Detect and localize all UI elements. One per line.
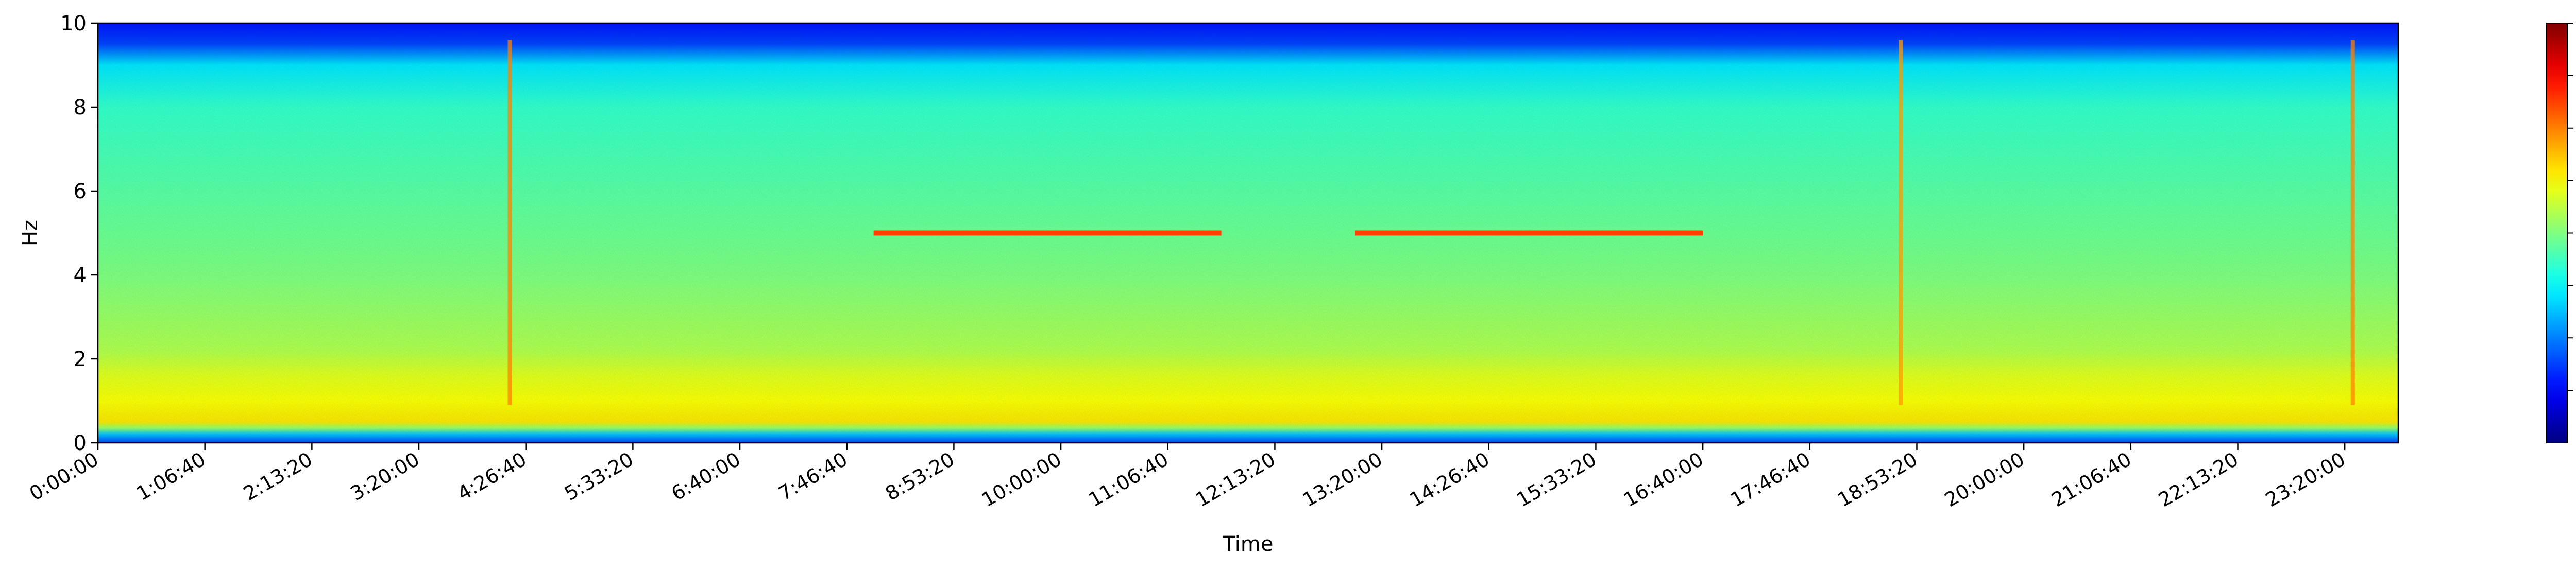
y-tick-label: 10: [60, 12, 87, 36]
colorbar-ticks: +0 dB-10 dB-20 dB-30 dB-40 dB-50 dB-60 d…: [2567, 23, 2573, 391]
colorbar: +0 dB-10 dB-20 dB-30 dB-40 dB-50 dB-60 d…: [2546, 23, 2573, 443]
x-tick-label: 8:53:20: [882, 448, 958, 505]
y-tick-label: 4: [74, 264, 87, 287]
spectrogram-plot: [98, 23, 2398, 443]
y-tick-label: 2: [74, 348, 87, 371]
x-tick-label: 16:40:00: [1620, 448, 1707, 511]
plot-frame: [97, 22, 2399, 444]
x-tick-label: 18:53:20: [1834, 448, 1921, 511]
x-tick-label: 11:06:40: [1084, 448, 1172, 511]
x-tick-label: 20:00:00: [1941, 448, 2028, 511]
spectrogram-features: [507, 40, 2355, 405]
transient-7: [2350, 40, 2355, 405]
x-tick-label: 12:13:20: [1192, 448, 1279, 511]
tone-line-1: [1355, 230, 1703, 236]
x-tick-label: 15:33:20: [1513, 448, 1600, 511]
x-tick-label: 1:06:40: [132, 448, 209, 505]
x-tick-label: 13:20:00: [1299, 448, 1386, 511]
x-tick-label: 6:40:00: [668, 448, 744, 505]
y-tick-label: 0: [74, 431, 87, 455]
transient-6: [1899, 40, 1903, 405]
x-tick-label: 3:20:00: [347, 448, 423, 505]
x-tick-label: 17:46:40: [1726, 448, 1814, 511]
x-tick-label: 23:20:00: [2262, 448, 2349, 511]
x-tick-label: 21:06:40: [2048, 448, 2136, 511]
x-tick-label: 7:46:40: [774, 448, 851, 505]
x-tick-label: 5:33:20: [561, 448, 637, 505]
tone-line-0: [873, 230, 1222, 236]
y-tick-label: 8: [74, 96, 87, 119]
y-axis: 0 2 4 6 8 10: [60, 12, 98, 455]
x-tick-label: 4:26:40: [453, 448, 530, 505]
x-tick-label: 0:00:00: [26, 448, 103, 505]
x-tick-label: 2:13:20: [240, 448, 316, 505]
x-axis-label: Time: [1223, 532, 1274, 556]
x-tick-label: 22:13:20: [2155, 448, 2242, 511]
colorbar-gradient: [2547, 23, 2567, 443]
y-axis-label: Hz: [19, 220, 42, 246]
x-tick-label: 14:26:40: [1405, 448, 1493, 511]
x-axis: 0:00:00 1:06:40 2:13:20 3:20:00 4:26:40 5:33:…: [26, 443, 2349, 511]
spectrogram-noise: [98, 23, 2398, 443]
transient-5: [507, 40, 512, 405]
x-tick-label: 10:00:00: [978, 448, 1065, 511]
y-tick-label: 6: [74, 180, 87, 203]
